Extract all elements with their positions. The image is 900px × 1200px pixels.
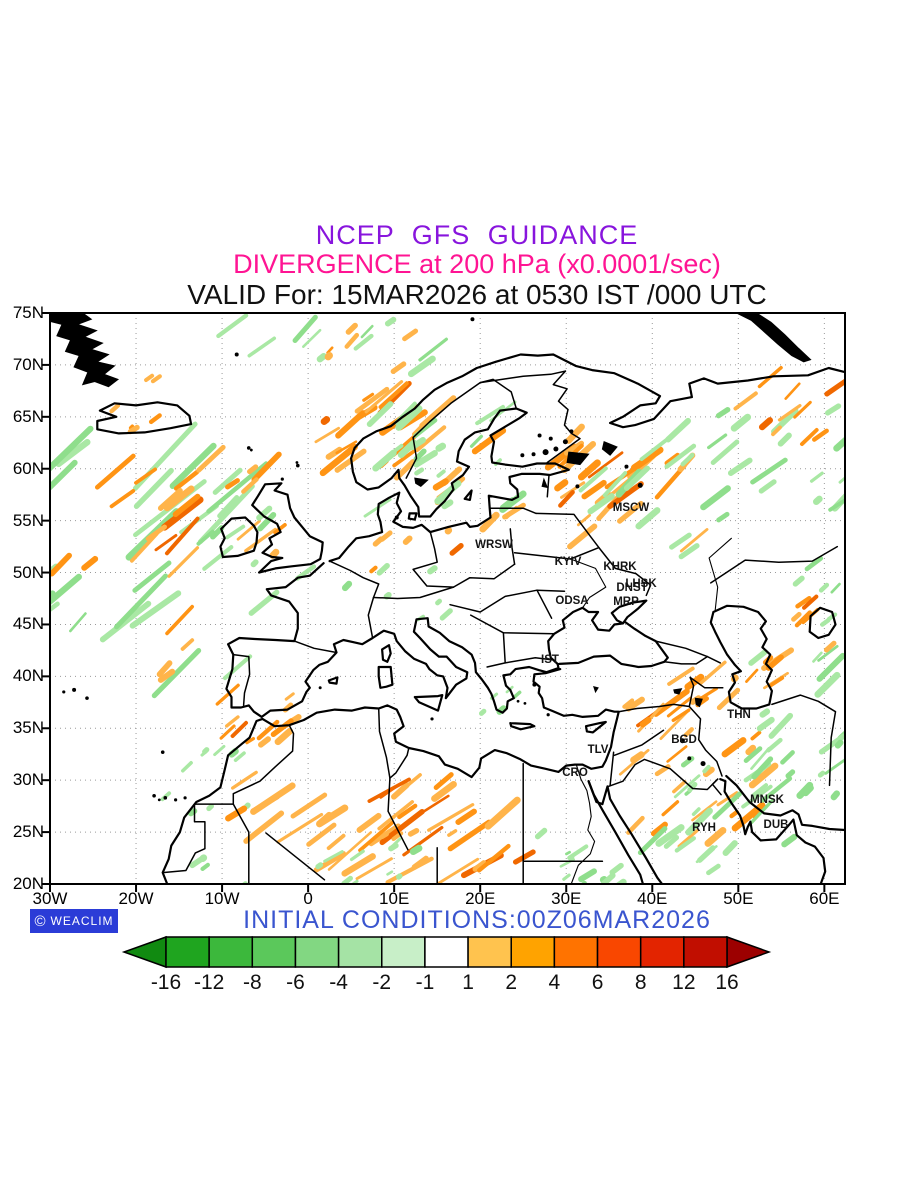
colorbar-label: -2 xyxy=(372,971,391,994)
lon-label-10W: 10W xyxy=(204,889,240,908)
lat-label-50N: 50N xyxy=(12,562,44,582)
colorbar-label: 16 xyxy=(715,971,738,994)
lat-label-70N: 70N xyxy=(12,354,44,374)
colorbar-label: -6 xyxy=(286,971,305,994)
lat-label-35N: 35N xyxy=(12,718,44,738)
city-label-ryh: RYH xyxy=(692,822,716,834)
lat-label-60N: 60N xyxy=(12,458,44,478)
lon-label-20E: 20E xyxy=(465,889,496,908)
colorbar-cell xyxy=(424,936,469,968)
valid-time-title: VALID For: 15MAR2026 at 0530 IST /000 UT… xyxy=(187,279,767,310)
colorbar-cell xyxy=(208,936,254,968)
colorbar-label: 1 xyxy=(462,971,474,994)
colorbar-cell xyxy=(639,936,685,968)
lon-label-40E: 40E xyxy=(637,889,668,908)
colorbar-arrow-left xyxy=(121,935,167,969)
colorbar-label: 6 xyxy=(592,971,604,994)
lon-label-0: 0 xyxy=(303,889,313,908)
axis-ticks xyxy=(42,312,826,892)
colorbar-cell xyxy=(467,936,512,968)
lon-label-30E: 30E xyxy=(551,889,582,908)
colorbar-label: -1 xyxy=(416,971,435,994)
colorbar-label: -12 xyxy=(194,971,224,994)
colorbar-label: 12 xyxy=(672,971,695,994)
colorbar-cell xyxy=(510,936,556,968)
lat-label-75N: 75N xyxy=(12,303,44,322)
city-label-mscw: MSCW xyxy=(613,502,650,514)
lat-label-40N: 40N xyxy=(12,666,44,686)
lat-label-25N: 25N xyxy=(12,822,44,841)
lat-label-45N: 45N xyxy=(12,614,44,634)
lon-label-50E: 50E xyxy=(723,889,754,908)
colorbar-label: 8 xyxy=(635,971,647,994)
lon-label-20W: 20W xyxy=(118,889,154,908)
initial-conditions-text: INITIAL CONDITIONS:00Z06MAR2026 xyxy=(243,906,711,934)
colorbar-cell xyxy=(251,936,297,968)
colorbar-cell xyxy=(683,936,728,968)
city-label-mrp: MRP xyxy=(613,596,639,608)
colorbar-label: -16 xyxy=(151,971,181,994)
colorbar-cell xyxy=(553,936,599,968)
model-title: NCEP GFS GUIDANCE xyxy=(315,220,639,250)
colorbar: -16 -12 -8 -6 -4 -2 -1 1 2 4 6 8 12 16 xyxy=(120,934,780,996)
lon-label-10E: 10E xyxy=(379,889,410,908)
city-label-tlv: TLV xyxy=(588,744,609,756)
colorbar-cell xyxy=(294,936,340,968)
city-label-bgd: BGD xyxy=(671,734,697,746)
city-label-odsa: ODSA xyxy=(555,595,588,607)
lon-label-60E: 60E xyxy=(809,889,840,908)
colorbar-cell xyxy=(381,936,426,968)
city-label-dnst: DNST xyxy=(616,582,647,594)
city-label-wrsw: WRSW xyxy=(475,539,513,551)
weaclim-logo: © WEACLIM xyxy=(30,909,118,933)
city-label-kyiv: KYIV xyxy=(555,556,582,568)
city-label-khrk: KHRK xyxy=(603,561,637,573)
colorbar-label: 4 xyxy=(549,971,561,994)
colorbar-arrow-right xyxy=(726,935,772,969)
lat-label-20N: 20N xyxy=(12,873,44,893)
city-label-thn: THN xyxy=(727,709,751,721)
colorbar-cell xyxy=(165,936,210,968)
lat-label-65N: 65N xyxy=(12,406,44,426)
city-label-lhsk: LHSK xyxy=(625,578,657,590)
city-label-mnsk: MNSK xyxy=(750,794,785,806)
title-block: NCEP GFS GUIDANCE DIVERGENCE at 200 hPa … xyxy=(27,222,900,309)
coastlines-and-borders xyxy=(50,313,845,884)
city-label-ist: IST xyxy=(541,654,559,666)
city-label-dub: DUB xyxy=(764,819,789,831)
lon-label-30W: 30W xyxy=(32,889,68,908)
map-area: MSCW WRSW KYIV KHRK LHSK DNST MRP ODSA IST THN BGD… xyxy=(42,312,846,892)
colorbar-cell xyxy=(337,936,383,968)
colorbar-scale: -16 -12 -8 -6 -4 -2 -1 1 2 4 6 8 12 16 xyxy=(121,935,772,994)
city-label-cro: CRO xyxy=(562,767,588,779)
colorbar-cell xyxy=(596,936,642,968)
lat-label-30N: 30N xyxy=(12,770,44,790)
logo-text: WEACLIM xyxy=(50,914,114,928)
colorbar-label: 2 xyxy=(505,971,517,994)
field-title: DIVERGENCE at 200 hPa (x0.0001/sec) xyxy=(233,249,721,279)
colorbar-label: -8 xyxy=(243,971,262,994)
copyright-icon: © xyxy=(34,912,46,930)
colorbar-label: -4 xyxy=(329,971,348,994)
lat-label-55N: 55N xyxy=(12,510,44,530)
